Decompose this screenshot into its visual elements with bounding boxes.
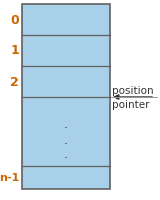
Text: pointer: pointer bbox=[112, 100, 149, 109]
Text: 0: 0 bbox=[10, 13, 19, 26]
Bar bbox=[22, 5, 110, 189]
Text: position: position bbox=[112, 86, 154, 96]
Text: 2: 2 bbox=[10, 75, 19, 88]
Text: .: . bbox=[64, 133, 68, 146]
Text: 1: 1 bbox=[10, 44, 19, 57]
Text: .: . bbox=[64, 118, 68, 131]
Text: .: . bbox=[64, 148, 68, 161]
Text: n-1: n-1 bbox=[0, 172, 19, 182]
